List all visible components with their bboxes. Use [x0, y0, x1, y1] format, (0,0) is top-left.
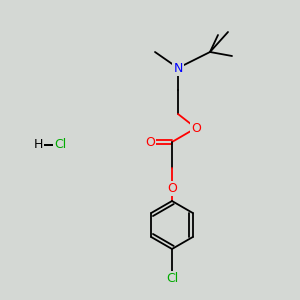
Text: O: O [191, 122, 201, 134]
Text: O: O [145, 136, 155, 148]
Text: H: H [33, 139, 43, 152]
Text: Cl: Cl [54, 139, 66, 152]
Text: Cl: Cl [166, 272, 178, 284]
Text: N: N [173, 61, 183, 74]
Text: O: O [167, 182, 177, 194]
